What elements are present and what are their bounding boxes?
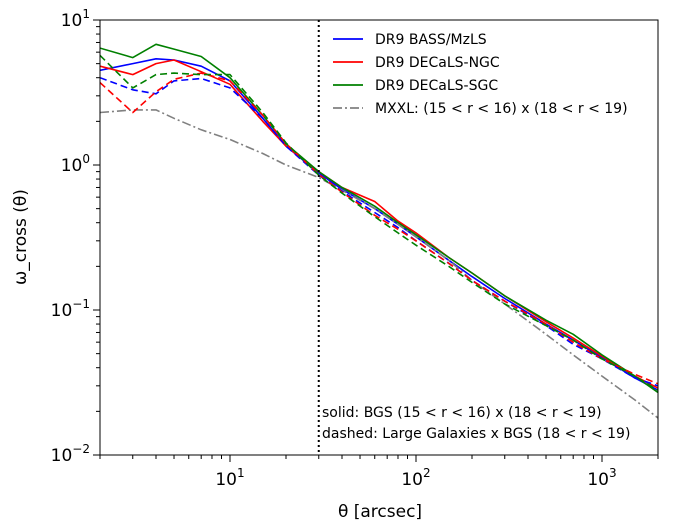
x-tick-label: 101 [215,466,244,490]
annotation-dashed: dashed: Large Galaxies x BGS (18 < r < 1… [322,426,630,442]
legend: DR9 BASS/MzLS DR9 DECaLS-NGC DR9 DECaLS-SG… [333,32,628,117]
y-tick-label: 101 [61,7,90,31]
legend-label: DR9 BASS/MzLS [375,32,487,48]
x-tick-label: 102 [401,466,430,490]
series-line-4 [100,109,658,419]
y-axis-label: ω_cross (θ) [11,189,31,285]
series-line-6 [100,72,658,385]
legend-label: MXXL: (15 < r < 16) x (18 < r < 19) [375,101,628,117]
major-tick-marks [93,19,603,462]
x-tick-label: 103 [587,466,616,490]
y-tick-label: 100 [61,152,90,176]
series-line-2 [100,59,658,389]
annotation-solid: solid: BGS (15 < r < 16) x (18 < r < 19) [322,405,602,421]
y-tick-label: 10−2 [51,442,90,466]
y-tick-label: 10−1 [51,297,90,321]
x-axis-label: θ [arcsec] [338,502,422,522]
series-line-3 [100,43,658,394]
plot-frame [99,19,659,456]
series-line-5 [100,76,658,387]
series-layer [100,43,658,419]
legend-label: DR9 DECaLS-SGC [375,78,498,94]
legend-label: DR9 DECaLS-NGC [375,55,500,71]
series-line-7 [100,54,658,391]
minor-tick-marks [96,26,659,459]
